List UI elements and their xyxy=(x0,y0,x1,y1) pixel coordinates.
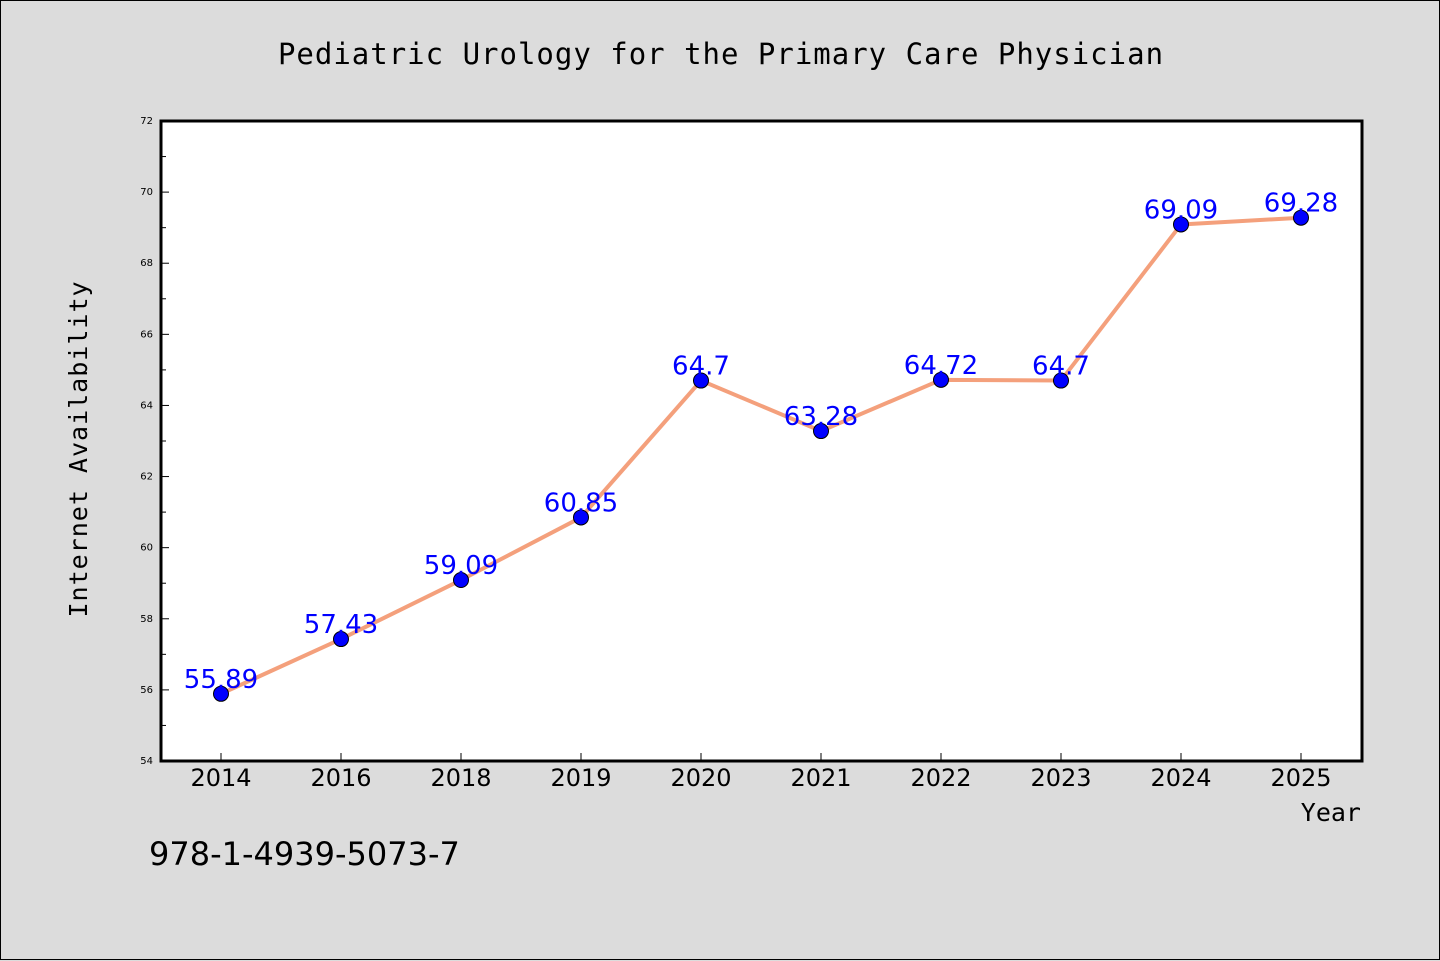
data-point-marker xyxy=(1053,372,1069,389)
data-label: 69.28 xyxy=(1264,189,1338,219)
y-tick-label: 56 xyxy=(140,685,153,696)
data-label: 59.09 xyxy=(424,551,498,581)
x-tick-label: 2023 xyxy=(1030,764,1091,792)
data-point-marker xyxy=(1293,209,1309,226)
x-tick-label: 2022 xyxy=(910,764,971,792)
data-label: 64.7 xyxy=(1032,352,1090,382)
x-tick-label: 2019 xyxy=(550,764,611,792)
data-point-marker xyxy=(573,509,589,526)
data-point-marker xyxy=(813,423,829,440)
y-tick-label: 72 xyxy=(140,116,153,127)
data-label: 64.72 xyxy=(904,351,978,381)
chart-title: Pediatric Urology for the Primary Care P… xyxy=(278,37,1164,71)
y-tick-label: 64 xyxy=(140,400,153,411)
x-axis-label: Year xyxy=(1301,798,1361,827)
x-tick-label: 2018 xyxy=(430,764,491,792)
x-tick-label: 2014 xyxy=(190,764,251,792)
data-point-marker xyxy=(213,685,229,702)
y-axis-label: Internet Availability xyxy=(64,280,93,617)
data-label: 63.28 xyxy=(784,402,858,432)
x-tick-label: 2024 xyxy=(1150,764,1211,792)
x-tick-label: 2020 xyxy=(670,764,731,792)
y-tick-label: 60 xyxy=(140,543,153,554)
data-label: 55.89 xyxy=(184,665,258,695)
y-tick-label: 54 xyxy=(140,756,153,767)
x-tick-label: 2016 xyxy=(310,764,371,792)
x-tick-label: 2021 xyxy=(790,764,851,792)
data-label: 57.43 xyxy=(304,610,378,640)
x-axis: 2014 2016 2018 2019 2020 2021 2022 2023 2024 2025 xyxy=(190,753,1332,792)
y-tick-label: 70 xyxy=(140,187,153,198)
data-point-marker xyxy=(333,631,349,648)
markers-group xyxy=(213,209,1309,702)
data-labels-group: 55.89 57.43 59.09 60.85 64.7 63.28 64.72 64.7 69… xyxy=(184,189,1338,695)
data-point-marker xyxy=(1173,216,1189,233)
data-label: 69.09 xyxy=(1144,195,1218,225)
data-label: 60.85 xyxy=(544,488,618,518)
data-point-marker xyxy=(933,371,949,388)
data-point-marker xyxy=(693,372,709,389)
plot-area xyxy=(159,119,1364,763)
y-tick-label: 66 xyxy=(140,329,153,340)
data-label: 64.7 xyxy=(672,352,730,382)
y-tick-label: 58 xyxy=(140,614,153,625)
isbn-text: 978-1-4939-5073-7 xyxy=(149,835,460,873)
y-axis: 54 56 58 60 62 64 66 68 70 72 xyxy=(140,116,169,767)
data-point-marker xyxy=(453,572,469,589)
series-line xyxy=(219,215,1303,696)
y-tick-label: 68 xyxy=(140,258,153,269)
y-tick-label: 62 xyxy=(140,472,153,483)
x-tick-label: 2025 xyxy=(1270,764,1331,792)
series-line-group xyxy=(219,215,1303,696)
